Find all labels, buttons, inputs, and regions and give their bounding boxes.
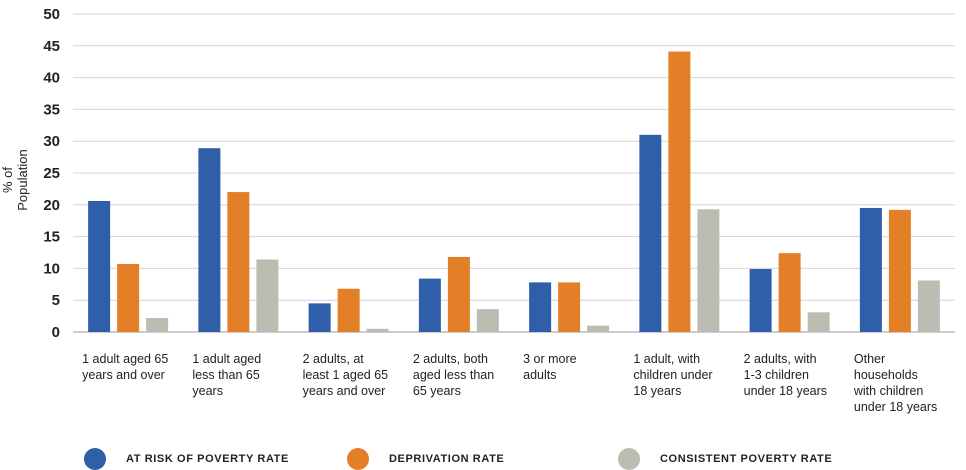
bar (888, 209, 911, 332)
legend-swatch-at-risk (84, 448, 106, 470)
x-tick-label: 2 adults, both aged less than 65 years (412, 352, 495, 398)
bar (807, 312, 830, 332)
bar (366, 328, 389, 332)
legend-label-deprivation: DEPRIVATION RATE (389, 453, 505, 465)
bar (558, 282, 581, 332)
bar (227, 192, 250, 332)
y-tick-label: 50 (43, 6, 60, 23)
x-tick-label: 1 adult aged 65 years and over (82, 352, 169, 382)
x-tick-label: 3 or more adults (523, 352, 577, 382)
bar (476, 309, 499, 332)
x-tick-label: 1 adult, with children under 18 years (633, 352, 713, 398)
bar (198, 148, 221, 332)
bar (447, 256, 470, 332)
legend-swatch-consistent (618, 448, 640, 470)
y-tick-label: 15 (43, 229, 60, 246)
bar (697, 209, 720, 332)
bar (917, 280, 940, 332)
y-tick-label: 25 (43, 165, 60, 182)
bar (587, 325, 610, 332)
chart-canvas: 0 5 10 15 20 25 30 35 40 45 50 (43, 6, 955, 341)
y-tick-label: 20 (43, 197, 60, 214)
x-tick-label: 2 adults, at least 1 aged 65 years and o… (302, 352, 389, 398)
bar (146, 318, 169, 332)
y-tick-label: 40 (43, 70, 60, 87)
legend-label-at-risk: AT RISK OF POVERTY RATE (126, 453, 289, 465)
legend-item-consistent: CONSISTENT POVERTY RATE (618, 448, 832, 470)
y-tick-label: 35 (43, 101, 60, 118)
bar (639, 134, 662, 332)
bar (88, 200, 111, 332)
bar (117, 263, 140, 332)
y-axis-label: % of Population (0, 149, 30, 211)
bar (529, 282, 552, 332)
legend-item-deprivation: DEPRIVATION RATE (347, 448, 504, 470)
x-tick-label: Other households with children under 18 … (853, 352, 938, 414)
bar (668, 51, 691, 333)
y-tick-label: 0 (52, 324, 60, 341)
x-tick-label: 2 adults, with 1-3 children under 18 yea… (743, 352, 828, 398)
legend-swatch-deprivation (347, 448, 369, 470)
bar (778, 253, 801, 332)
bar (308, 303, 331, 332)
bar (337, 288, 360, 332)
legend-label-consistent: CONSISTENT POVERTY RATE (660, 453, 833, 465)
y-tick-label: 30 (43, 133, 60, 150)
bar (859, 207, 882, 332)
legend-item-at-risk: AT RISK OF POVERTY RATE (84, 448, 289, 470)
bar (418, 278, 441, 332)
x-tick-label: 1 adult aged less than 65 years (192, 352, 262, 398)
bar (256, 259, 279, 332)
y-tick-label: 5 (52, 292, 60, 309)
y-tick-label: 10 (43, 260, 60, 277)
bar (749, 269, 772, 332)
y-tick-label: 45 (43, 38, 60, 55)
